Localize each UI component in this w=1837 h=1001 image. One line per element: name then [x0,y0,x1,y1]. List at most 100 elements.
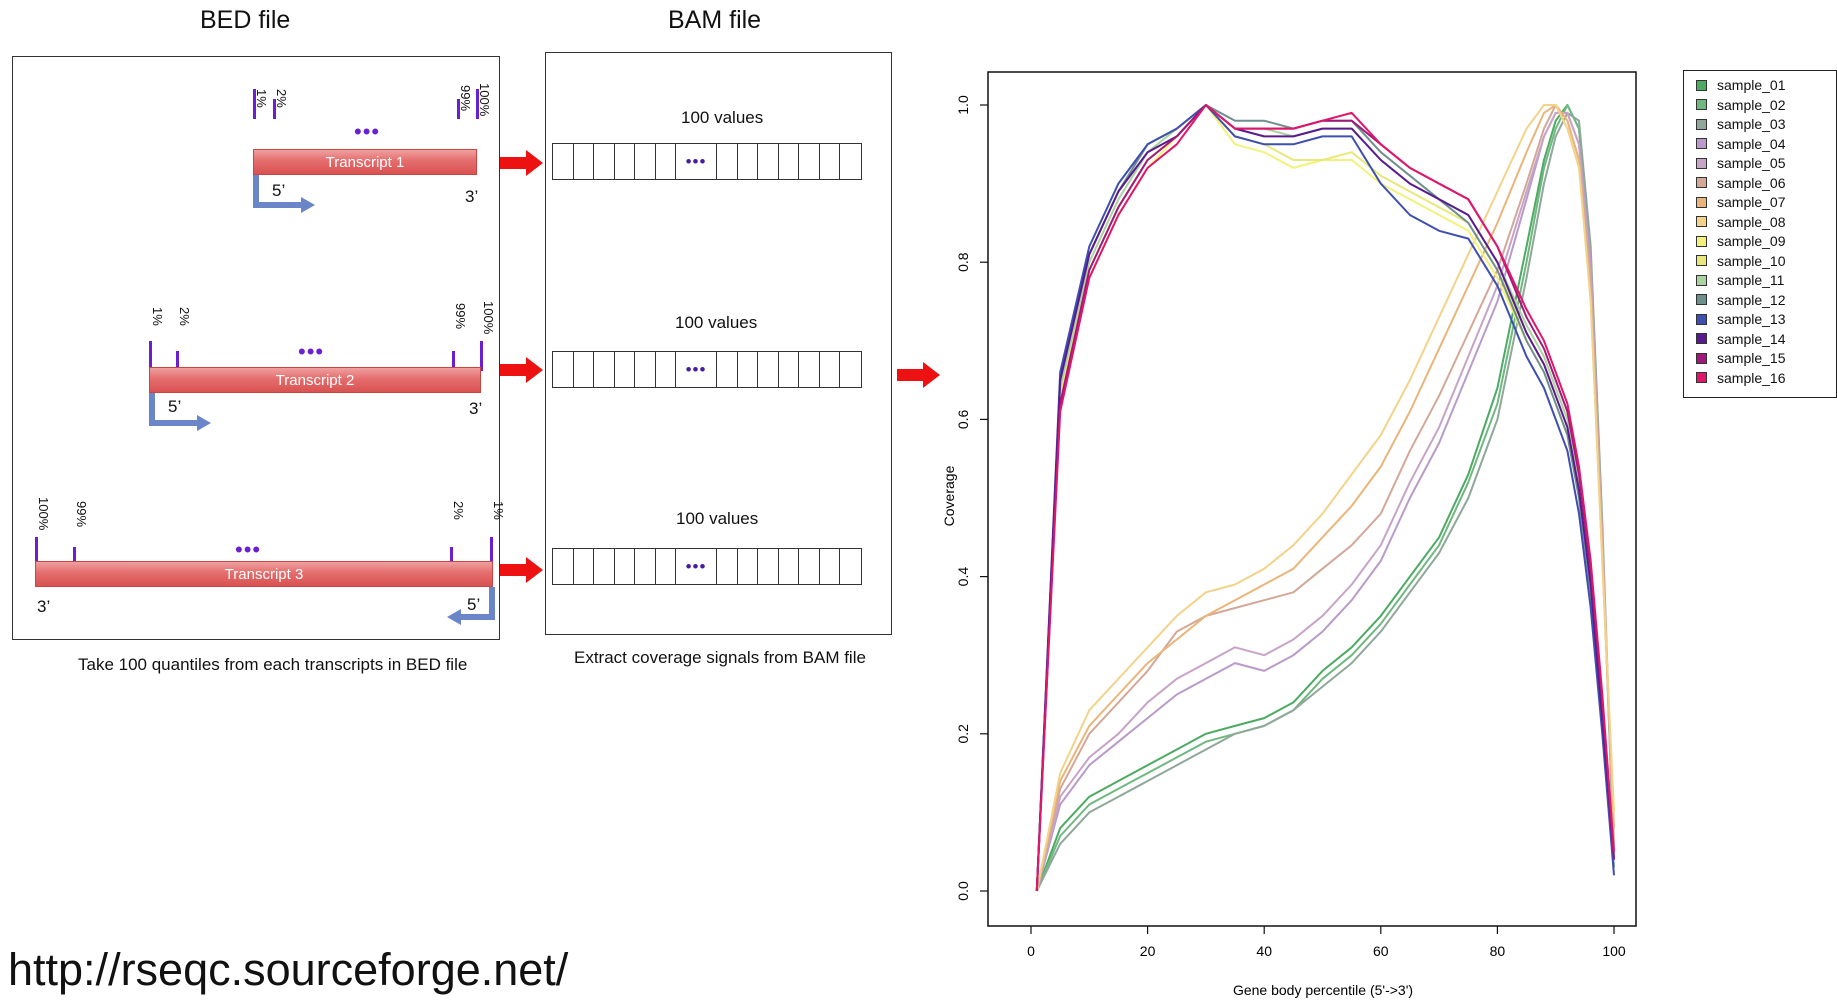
tick-99pct [457,99,460,119]
legend-label: sample_04 [1717,135,1786,152]
five-prime-label: 5’ [467,595,481,614]
values-label: 100 values [676,509,759,528]
tick-2pct [450,547,453,567]
legend-entry: sample_11 [1696,272,1784,288]
pct-label-2: 2% [451,501,466,520]
source-url[interactable]: http://rseqc.sourceforge.net/ [8,944,569,995]
y-tick-label: 0.6 [955,409,971,429]
x-tick-label: 80 [1490,943,1506,959]
pct-label-100: 100% [477,83,492,117]
pct-label-100: 100% [36,497,51,531]
series-line-sample_15 [1035,104,1615,892]
x-tick-label: 100 [1602,943,1626,959]
legend-label: sample_13 [1717,311,1786,327]
series-line-sample_05 [1035,111,1615,892]
pct-label-99: 99% [458,85,473,112]
legend-swatch [1696,177,1707,188]
legend-label: sample_15 [1717,350,1786,366]
legend-entry: sample_08 [1696,214,1786,230]
tick-1pct [253,89,256,119]
legend-swatch [1696,99,1707,110]
bam-panel: 100 values ••• 100 values ••• 100 values… [545,52,892,635]
coverage-vector: ••• [552,548,862,585]
series-line-sample_07 [1035,104,1615,892]
legend-label: sample_14 [1717,330,1786,347]
plot-frame [987,71,1637,927]
ellipsis-dots: ••• [298,339,325,364]
legend-swatch [1696,313,1707,325]
ellipsis-dots: ••• [676,144,717,179]
legend-swatch [1696,235,1707,247]
legend-entry: sample_07 [1696,194,1786,210]
x-tick-label: 60 [1373,943,1389,959]
legend-entry: sample_13 [1696,311,1786,327]
ellipsis-dots: ••• [676,352,717,387]
five-prime-arrow-icon [253,175,315,213]
pct-label-1: 1% [491,501,506,520]
five-prime-arrow-icon [149,393,211,431]
red-arrow-icon [500,357,543,383]
legend-label: sample_01 [1717,77,1786,93]
series-line-sample_02 [1035,104,1615,892]
values-label: 100 values [681,108,764,127]
transcript-2-bar: Transcript 2 [149,367,481,393]
legend-entry: sample_02 [1696,97,1786,113]
legend-label: sample_05 [1717,155,1786,171]
bed-caption: Take 100 quantiles from each transcripts… [78,655,468,674]
five-prime-arrow-icon [447,587,495,625]
tick-99pct [73,547,76,567]
transcript-3-bar: Transcript 3 [35,561,493,587]
three-prime-label: 3’ [469,399,483,418]
series-line-sample_03 [1035,111,1615,892]
ellipsis-dots: ••• [235,537,262,562]
pct-label-2: 2% [177,307,192,326]
series-line-sample_10 [1035,104,1615,892]
series-line-sample_06 [1035,104,1615,892]
legend-label: sample_03 [1717,116,1786,132]
legend-entry: sample_04 [1696,136,1786,152]
legend-entry: sample_15 [1696,350,1786,366]
series-line-sample_09 [1035,104,1615,892]
y-tick-label: 0.0 [955,881,971,901]
tick-100pct [476,89,479,119]
tick-100pct [35,537,38,567]
legend-label: sample_09 [1717,233,1786,249]
y-axis-label: Coverage [941,465,957,526]
series-line-sample_14 [1035,104,1615,892]
transcript-1-bar: Transcript 1 [253,149,477,175]
series-line-sample_04 [1035,111,1615,892]
x-axis-label: Gene body percentile (5'->3') [1233,982,1413,998]
legend-entry: sample_03 [1696,116,1786,132]
x-tick-label: 0 [1027,943,1035,959]
legend-swatch [1696,216,1707,227]
series-line-sample_12 [1035,104,1615,892]
y-tick-label: 0.8 [955,252,971,272]
tick-100pct [480,341,483,371]
pct-label-99: 99% [453,303,468,330]
legend-label: sample_08 [1717,213,1786,230]
y-tick-label: 0.4 [955,567,971,587]
red-arrow-icon [500,557,543,583]
x-tick-label: 40 [1256,943,1272,959]
tick-2pct [273,99,276,119]
tick-2pct [176,351,179,371]
legend-entry: sample_10 [1696,253,1786,269]
legend-label: sample_10 [1717,252,1786,269]
legend-entry: sample_09 [1696,233,1786,249]
legend-swatch [1696,333,1707,344]
legend-entry: sample_14 [1696,331,1786,347]
legend-label: sample_02 [1717,96,1786,113]
legend-swatch [1696,196,1707,208]
legend-swatch [1696,274,1707,286]
legend-swatch [1696,255,1707,266]
ellipsis-dots: ••• [676,549,717,584]
pct-label-100: 100% [481,301,496,335]
series-line-sample_08 [1035,104,1615,892]
plot-area: 0 20 40 60 80 100 0.0 0.2 0.4 0.6 0.8 1.0 [955,71,1637,959]
coverage-vector: ••• [552,351,862,388]
legend-swatch [1696,372,1707,383]
y-tick-label: 0.2 [955,724,971,744]
tick-99pct [452,351,455,371]
three-prime-label: 3’ [37,597,51,616]
